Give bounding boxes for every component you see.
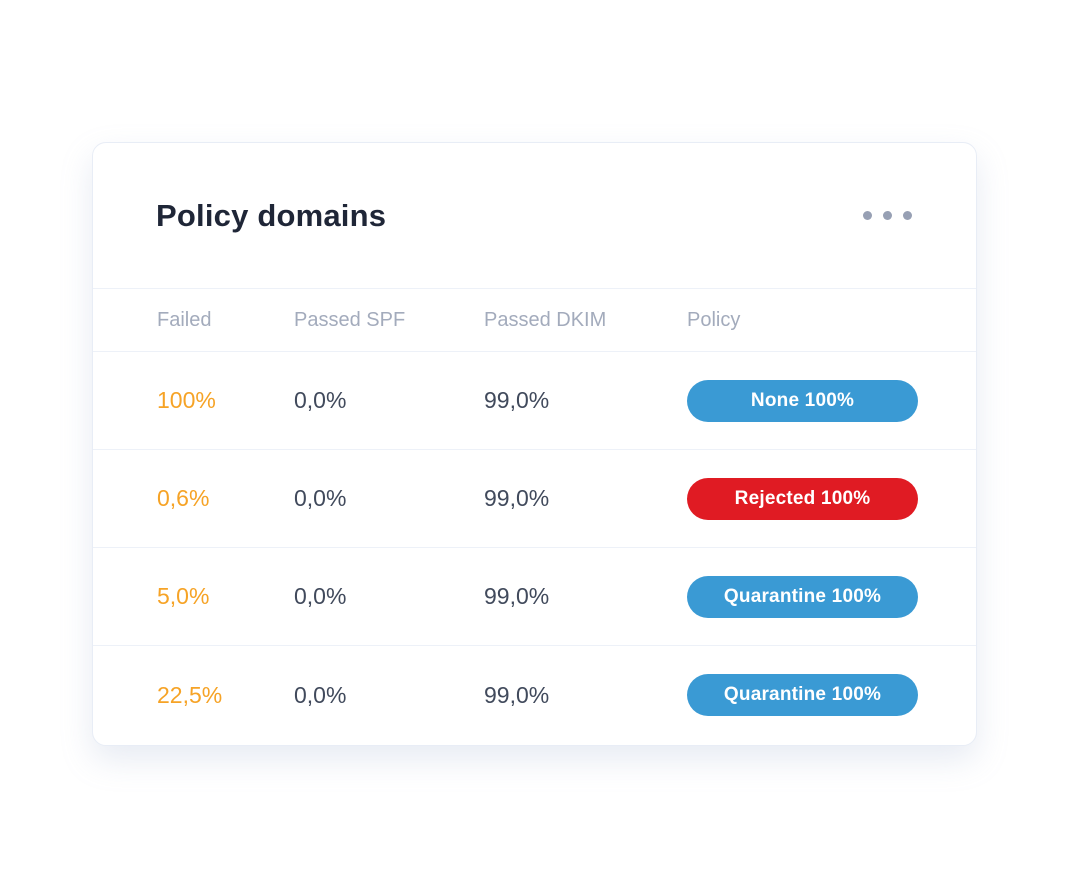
failed-value: 5,0%	[157, 583, 210, 609]
failed-value: 0,6%	[157, 485, 210, 511]
failed-value: 22,5%	[157, 681, 223, 708]
passed-spf-value: 0,0%	[294, 583, 347, 609]
table-row: 0,6% 0,0% 99,0% Rejected 100%	[93, 450, 976, 548]
passed-spf-value: 0,0%	[294, 681, 347, 708]
page-title: Policy domains	[156, 197, 387, 233]
table-row: 5,0% 0,0% 99,0% Quarantine 100%	[93, 548, 976, 646]
policy-badge[interactable]: None 100%	[687, 379, 918, 422]
ellipsis-icon	[883, 211, 892, 220]
policy-badge[interactable]: Rejected 100%	[687, 477, 918, 520]
policy-domains-card: Policy domains Failed Passed SPF Passed …	[92, 142, 977, 746]
card-header: Policy domains	[93, 143, 976, 288]
passed-dkim-value: 99,0%	[484, 485, 550, 511]
passed-dkim-value: 99,0%	[484, 583, 550, 609]
table-header-row: Failed Passed SPF Passed DKIM Policy	[93, 288, 976, 352]
column-header-passed-dkim: Passed DKIM	[484, 308, 607, 331]
passed-dkim-value: 99,0%	[484, 387, 550, 413]
column-header-failed: Failed	[157, 308, 212, 331]
ellipsis-icon	[903, 211, 912, 220]
policy-badge[interactable]: Quarantine 100%	[687, 575, 918, 618]
ellipsis-icon	[863, 211, 872, 220]
policy-badge[interactable]: Quarantine 100%	[687, 674, 918, 716]
table-row: 22,5% 0,0% 99,0% Quarantine 100%	[93, 646, 976, 744]
column-header-passed-spf: Passed SPF	[294, 308, 406, 331]
passed-spf-value: 0,0%	[294, 485, 347, 511]
passed-dkim-value: 99,0%	[484, 681, 550, 708]
column-header-policy: Policy	[687, 308, 741, 331]
ellipsis-menu-button[interactable]	[861, 201, 914, 230]
passed-spf-value: 0,0%	[294, 387, 347, 413]
table-row: 100% 0,0% 99,0% None 100%	[93, 352, 976, 450]
failed-value: 100%	[157, 387, 216, 413]
